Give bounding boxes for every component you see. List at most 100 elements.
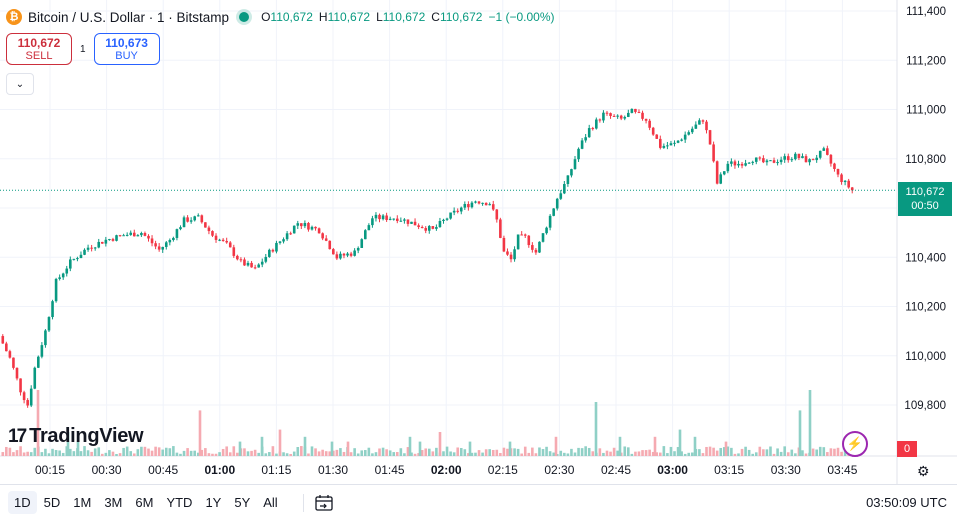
volume-bar xyxy=(651,451,655,456)
volume-spike xyxy=(198,410,202,456)
volume-bar xyxy=(435,447,438,456)
volume-bar xyxy=(22,452,26,456)
range-all[interactable]: All xyxy=(263,495,278,510)
sell-label: SELL xyxy=(25,50,53,62)
candle-body xyxy=(836,169,840,175)
volume-bar xyxy=(296,447,300,456)
volume-spike xyxy=(66,432,70,456)
candle-body xyxy=(506,251,509,255)
sell-price: 110,672 xyxy=(17,36,61,50)
candle-body xyxy=(278,241,282,243)
candle-body xyxy=(246,262,250,266)
volume-bar xyxy=(833,448,836,456)
candle-body xyxy=(431,226,435,229)
candle-body xyxy=(307,223,310,230)
volume-bar xyxy=(666,453,669,456)
symbol-title[interactable]: Bitcoin / U.S. Dollar · 1 · Bitstamp xyxy=(28,9,230,25)
volume-bar xyxy=(285,453,289,456)
candle-body xyxy=(683,134,687,140)
candle-body xyxy=(751,161,755,163)
range-1y[interactable]: 1Y xyxy=(205,495,222,510)
candle-body xyxy=(804,156,808,163)
candle-body xyxy=(303,223,307,227)
buy-button[interactable]: 110,673 BUY xyxy=(93,33,160,65)
candle-body xyxy=(97,241,101,248)
range-1d[interactable]: 1D xyxy=(8,491,37,514)
volume-bar xyxy=(115,453,118,456)
range-5d[interactable]: 5D xyxy=(43,495,61,510)
buy-price: 110,673 xyxy=(105,36,148,50)
volume-bar xyxy=(836,447,840,456)
candle-body xyxy=(833,163,836,170)
lightning-icon[interactable]: ⚡ xyxy=(842,431,868,457)
clock[interactable]: 03:50:09 UTC xyxy=(866,495,947,510)
range-ytd[interactable]: YTD xyxy=(166,495,193,510)
volume-bar xyxy=(794,453,797,456)
candle-body xyxy=(538,241,541,253)
candle-body xyxy=(712,144,715,162)
candle-body xyxy=(794,153,797,160)
candle-body xyxy=(708,130,712,145)
candle-body xyxy=(44,330,47,346)
candle-body xyxy=(207,227,211,232)
trade-panel: 110,672 SELL 1 110,673 BUY xyxy=(6,33,160,65)
candle-body xyxy=(118,235,122,237)
range-6m[interactable]: 6M xyxy=(135,495,154,510)
volume-bar xyxy=(211,453,214,456)
gear-icon[interactable]: ⚙ xyxy=(917,463,930,479)
range-3m[interactable]: 3M xyxy=(104,495,123,510)
volume-bar xyxy=(506,448,509,456)
candle-body xyxy=(602,112,605,121)
volume-bar xyxy=(72,451,76,456)
collapse-legend-button[interactable]: ⌄ xyxy=(6,73,34,95)
volume-bar xyxy=(726,446,730,456)
price-chart[interactable]: 111,400111,200111,000110,800110,600110,4… xyxy=(0,0,957,484)
volume-bar xyxy=(179,453,182,456)
volume-bar xyxy=(772,453,776,456)
candle-body xyxy=(367,225,371,231)
candle-body xyxy=(271,249,275,252)
candle-body xyxy=(449,212,452,219)
candle-body xyxy=(488,204,491,206)
candle-body xyxy=(495,209,499,220)
volume-bar xyxy=(765,449,769,456)
volume-spike xyxy=(594,402,598,456)
candle-body xyxy=(232,247,236,256)
candle-body xyxy=(140,233,143,236)
volume-bar xyxy=(744,446,747,456)
x-tick-label: 02:30 xyxy=(544,463,574,477)
volume-bar xyxy=(289,453,292,456)
volume-bar xyxy=(705,446,708,456)
volume-bar xyxy=(708,446,712,456)
range-1m[interactable]: 1M xyxy=(73,495,92,510)
ohlc-change: −1 (−0.00%) xyxy=(488,10,555,24)
volume-bar xyxy=(751,453,755,456)
candle-body xyxy=(769,160,772,162)
volume-bar xyxy=(253,449,257,456)
sell-button[interactable]: 110,672 SELL xyxy=(6,33,72,65)
candle-body xyxy=(317,228,321,234)
x-tick-label: 03:45 xyxy=(827,463,857,477)
ohlc-values: O110,672 H110,672 L110,672 C110,672 −1 (… xyxy=(261,10,554,24)
candle-body xyxy=(200,215,204,223)
range-5y[interactable]: 5Y xyxy=(234,495,251,510)
volume-bar xyxy=(207,453,211,456)
candle-body xyxy=(58,277,61,279)
volume-spike xyxy=(346,441,350,456)
volume-bar xyxy=(758,446,762,456)
volume-bar xyxy=(122,447,125,456)
volume-bar xyxy=(452,452,456,456)
volume-bar xyxy=(232,446,236,456)
candle-body xyxy=(481,202,484,204)
volume-bar xyxy=(520,453,523,456)
candle-body xyxy=(541,233,545,242)
tradingview-logo[interactable]: 17 TradingView xyxy=(8,425,144,448)
candle-body xyxy=(811,159,815,161)
volume-bar xyxy=(100,453,104,456)
candle-body xyxy=(388,218,392,220)
volume-bar xyxy=(349,452,353,456)
volume-spike xyxy=(653,436,657,456)
goto-date-button[interactable] xyxy=(302,493,334,512)
candle-body xyxy=(332,249,335,255)
